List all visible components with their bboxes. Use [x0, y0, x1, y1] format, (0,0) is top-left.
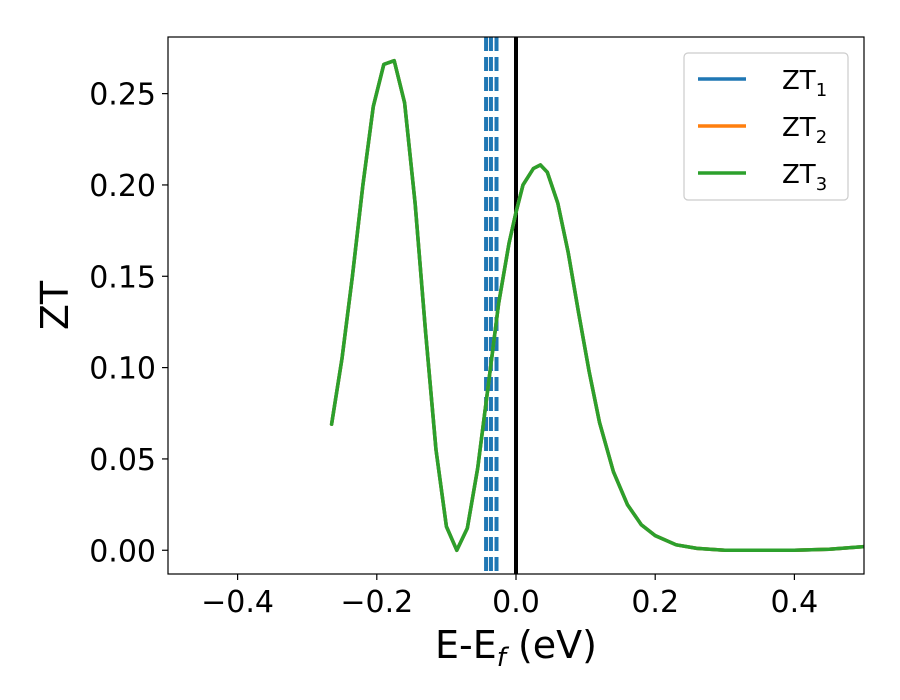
x-tick-label: −0.4 — [201, 585, 274, 620]
y-axis-title: ZT — [33, 280, 77, 330]
legend-label-zt2: ZT2 — [782, 113, 827, 148]
x-axis-ticks: −0.4 −0.2 0.0 0.2 0.4 — [201, 574, 818, 620]
x-tick-label: 0.2 — [631, 585, 679, 620]
y-tick-label: 0.05 — [89, 443, 156, 478]
series-line-zt3 — [329, 58, 864, 553]
y-tick-label: 0.20 — [89, 169, 156, 204]
y-tick-label: 0.10 — [89, 352, 156, 387]
x-tick-label: 0.4 — [771, 585, 819, 620]
y-tick-label: 0.25 — [89, 78, 156, 113]
series-lines — [329, 58, 864, 553]
reference-lines — [484, 37, 518, 574]
legend-label-zt3: ZT3 — [782, 160, 827, 195]
y-tick-label: 0.00 — [89, 534, 156, 569]
legend: ZT1 ZT2 ZT3 — [683, 52, 849, 201]
legend-box — [683, 52, 849, 201]
y-tick-label: 0.15 — [89, 260, 156, 295]
x-tick-label: −0.2 — [340, 585, 413, 620]
x-axis-title: E-Ef (eV) — [435, 623, 597, 673]
y-axis-ticks: 0.00 0.05 0.10 0.15 0.20 0.25 — [89, 78, 168, 569]
legend-label-zt1: ZT1 — [782, 66, 827, 101]
x-tick-label: 0.0 — [492, 585, 540, 620]
